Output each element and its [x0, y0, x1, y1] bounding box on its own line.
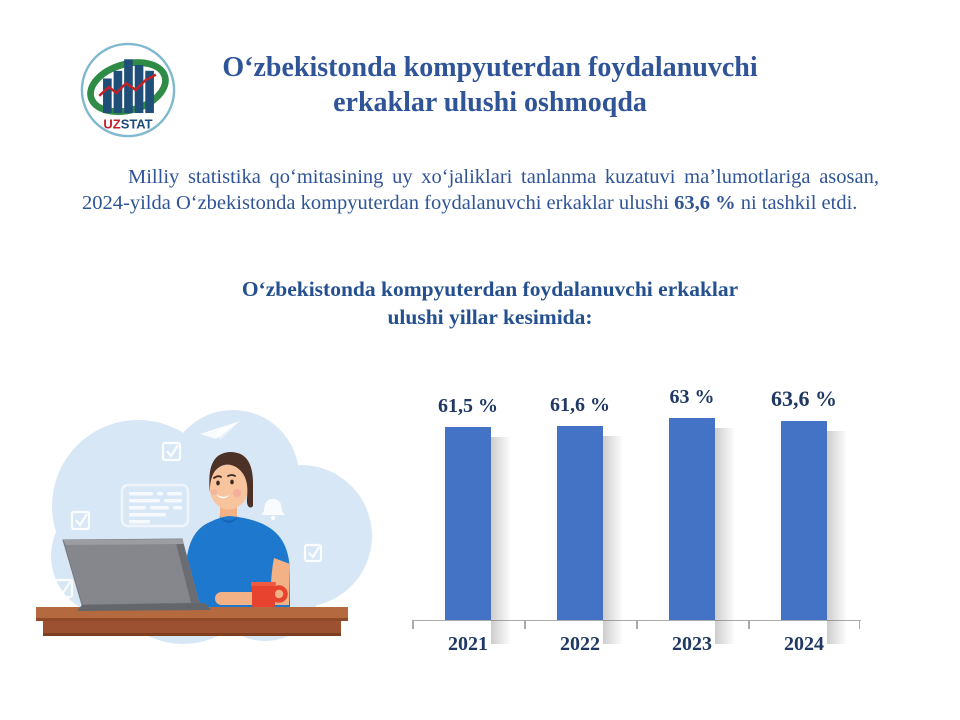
axis-tick: [748, 620, 750, 629]
logo-swoosh-icon: [87, 59, 169, 116]
chart-column: 61,6 %: [524, 386, 636, 645]
hair: [209, 452, 254, 508]
smile: [216, 494, 230, 499]
checkbox-icons: [53, 441, 323, 599]
axis-tick: [858, 620, 860, 629]
chart-title: Oʻzbekistonda kompyuterdan foydalanuvchi…: [150, 275, 830, 331]
bar-value-label: 61,6 %: [550, 393, 610, 416]
blush: [211, 489, 217, 495]
blush: [233, 489, 241, 497]
chart-years: 2021 2022 2023 2024: [412, 633, 861, 656]
x-axis-label: 2023: [672, 633, 712, 655]
x-axis-label: 2022: [560, 633, 600, 655]
chart-column: 63,6 %: [748, 386, 860, 644]
chart-column: 63 %: [636, 386, 748, 644]
mug-icon: [251, 582, 288, 607]
axis-tick: [524, 620, 526, 629]
chart-column: 61,5 %: [412, 386, 524, 644]
uzstat-logo: UZSTAT: [80, 42, 176, 138]
bell-icon: [261, 499, 285, 521]
axis-tick: [412, 620, 414, 629]
bar-value-label: 63,6 %: [771, 386, 837, 411]
chart-title-line2: ulushi yillar kesimida:: [387, 305, 593, 329]
man-at-laptop-illustration: [36, 410, 372, 644]
forearm-hand: [215, 592, 263, 605]
logo-uz: UZ: [103, 116, 120, 131]
bar-value-label: 61,5 %: [438, 394, 498, 417]
page-title-line1: Oʻzbekistonda kompyuterdan foydalanuvchi: [222, 52, 758, 83]
eyebrows: [213, 474, 236, 479]
document-card-icon: [120, 483, 190, 528]
bar-2023: [669, 418, 735, 644]
laptop-icon: [62, 538, 211, 611]
bar-2021: [445, 426, 511, 644]
paper-plane-icon: [200, 421, 240, 440]
logo-trend-line-icon: [98, 73, 157, 97]
axis-tick: [636, 620, 638, 629]
x-axis-label: 2021: [448, 633, 488, 655]
bar-2022: [557, 425, 623, 645]
chart-title-line1: Oʻzbekistonda kompyuterdan foydalanuvchi…: [241, 277, 739, 301]
chart-plot: 61,5 % 61,6 % 63 % 63,6 %: [412, 386, 861, 645]
page-title-line2: erkaklar ulushi oshmoqda: [333, 87, 647, 118]
bar-value-label: 63 %: [669, 386, 715, 408]
intro-text-after: ni tashkil etdi.: [735, 191, 858, 214]
collar: [219, 516, 239, 523]
page-title: Oʻzbekistonda kompyuterdan foydalanuvchi…: [170, 50, 810, 120]
eyes: [216, 479, 234, 486]
bar-2024: [781, 421, 847, 644]
intro-highlight: 63,6 %: [674, 191, 736, 214]
logo-stat: STAT: [121, 116, 153, 131]
logo-wordmark: UZSTAT: [103, 116, 152, 131]
intro-paragraph: Milliy statistika qoʻmitasining uy xoʻja…: [82, 165, 879, 216]
x-axis-label: 2024: [784, 633, 824, 655]
bar-chart: 61,5 % 61,6 % 63 % 63,6 % 2021 2022 2023 2024: [412, 386, 861, 656]
intro-text-before: Milliy statistika qoʻmitasining uy xoʻja…: [82, 166, 879, 214]
desk: [36, 607, 348, 636]
